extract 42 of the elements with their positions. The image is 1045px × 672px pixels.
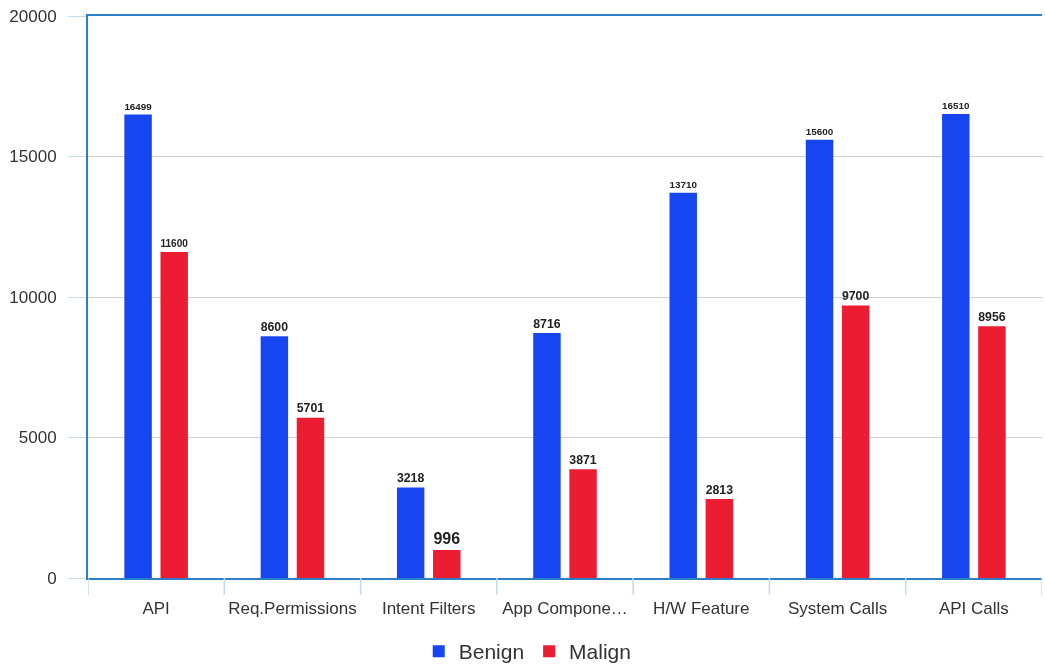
bar: [569, 469, 597, 578]
data-label: 5701: [296, 401, 325, 416]
bar: [124, 114, 152, 578]
data-label: 13710: [669, 178, 698, 190]
data-label: 16510: [942, 100, 970, 112]
data-label: 996: [433, 530, 461, 548]
x-tick-label: API Calls: [938, 599, 1009, 619]
data-label: 3871: [569, 452, 597, 467]
data-label: 8600: [260, 320, 289, 335]
bar: [396, 487, 425, 578]
y-tick-label: 10000: [9, 287, 57, 307]
y-tick-label: 15000: [9, 147, 57, 167]
bar: [296, 417, 325, 578]
data-label: 11600: [160, 238, 189, 250]
data-label: 2813: [705, 482, 734, 497]
x-tick-label: API: [142, 599, 170, 619]
legend-label: Malign: [569, 640, 631, 664]
data-label: 9700: [841, 289, 870, 304]
bar: [705, 498, 734, 578]
data-label: 3218: [396, 471, 425, 486]
bar: [841, 305, 870, 578]
bar: [433, 550, 461, 578]
bar: [978, 326, 1006, 578]
data-label: 16499: [124, 100, 153, 112]
bar: [260, 336, 289, 578]
legend-label: Benign: [458, 640, 525, 664]
data-label: 15600: [805, 125, 834, 137]
x-tick-label: System Calls: [787, 599, 888, 619]
data-label: 8716: [533, 316, 561, 331]
bar: [533, 333, 561, 578]
bar: [160, 252, 188, 578]
x-tick-label: H/W Feature: [653, 599, 750, 619]
bar: [805, 139, 834, 578]
data-label: 8956: [978, 310, 1006, 325]
x-tick-label: App Compone…: [502, 599, 628, 619]
bar: [669, 192, 697, 578]
bar: [942, 114, 970, 578]
x-tick-label: Intent Filters: [381, 599, 476, 619]
y-tick-label: 5000: [18, 428, 57, 448]
y-tick-label: 20000: [9, 6, 57, 26]
y-tick-label: 0: [47, 568, 57, 588]
x-tick-label: Req.Permissions: [228, 599, 357, 619]
